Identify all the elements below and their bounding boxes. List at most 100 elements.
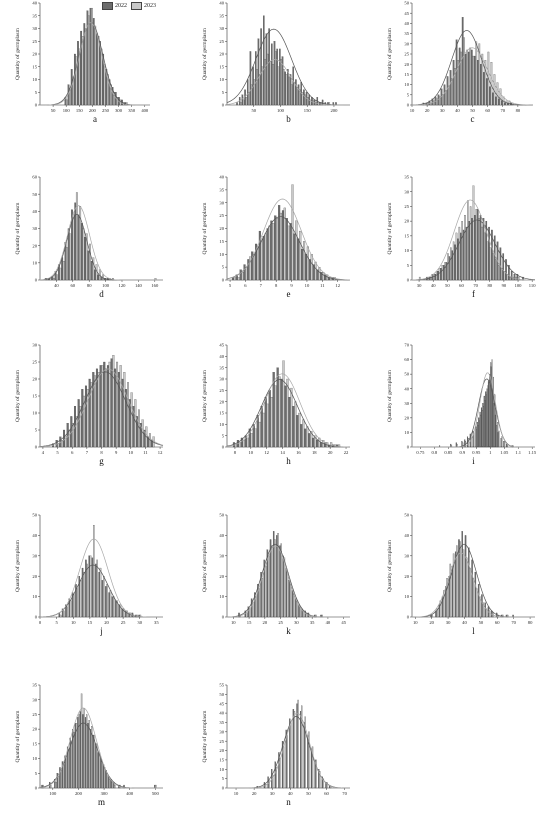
y-tick-label-i: 40: [404, 386, 409, 391]
x-tick-label-c: 70: [500, 108, 505, 113]
x-tick-label-k: 10: [231, 620, 236, 625]
x-tick-label-f: 50: [445, 283, 450, 288]
bar-2023-j: [119, 604, 122, 618]
bar-2023-m: [50, 784, 52, 789]
bar-2022-n: [292, 709, 295, 789]
bar-2023-g: [127, 382, 130, 448]
bar-2022-f: [508, 265, 510, 281]
bar-2022-a: [99, 41, 101, 106]
x-tick-label-g: 7: [86, 450, 89, 455]
y-tick-label-j: 40: [32, 533, 37, 538]
bar-2023-f: [483, 232, 486, 281]
bar-2023-j: [89, 555, 92, 618]
bar-2023-i: [473, 432, 475, 448]
bar-2022-f: [488, 226, 490, 281]
bar-2023-d: [66, 247, 68, 281]
bar-2022-f: [434, 273, 437, 281]
bar-2022-h: [280, 378, 283, 448]
bar-2022-n: [307, 735, 309, 789]
bar-2023-a: [72, 76, 75, 106]
x-tick-label-l: 40: [462, 620, 467, 625]
bar-2023-j: [86, 563, 88, 618]
y-tick-label-c: 50: [404, 1, 409, 6]
bar-2023-e: [233, 277, 236, 281]
bar-2023-a: [78, 48, 81, 106]
y-tick-label-b: 20: [219, 52, 224, 57]
bar-2023-h: [246, 437, 249, 448]
y-tick-label-e: 35: [219, 187, 224, 192]
panel-i: 0 10 20 30 40 50 60 70 0.75 0.8 0.85 0.9 0.95 1 1.05 1.…: [386, 343, 537, 466]
y-tick-label-f: 10: [404, 248, 409, 253]
x-tick-label-k: 25: [278, 620, 283, 625]
bar-2022-e: [289, 223, 292, 281]
y-axis-title-h: Quantity of germplasm: [201, 369, 208, 422]
bar-2023-j: [103, 576, 105, 618]
bar-2023-i: [467, 438, 469, 448]
bar-2022-j: [101, 580, 104, 618]
bar-2022-f: [482, 218, 485, 281]
bar-2022-j: [111, 596, 114, 618]
bar-2022-d: [87, 250, 90, 281]
bar-2023-f: [478, 218, 480, 281]
y-tick-label-a: 40: [32, 1, 37, 6]
bar-2023-b: [291, 84, 293, 106]
bar-2023-l: [459, 541, 461, 618]
bar-2023-b: [293, 81, 296, 106]
bar-2023-n: [290, 722, 292, 789]
x-tick-label-k: 40: [326, 620, 331, 625]
bar-2023-b: [285, 74, 288, 106]
bar-2022-h: [292, 406, 295, 448]
x-tick-label-g: 12: [158, 450, 163, 455]
bar-2023-g: [116, 361, 119, 448]
y-axis-title-g: Quantity of germplasm: [14, 369, 21, 422]
bar-2022-b: [279, 48, 281, 106]
legend-label-2023: 2023: [144, 3, 156, 9]
bar-2023-c: [451, 78, 453, 106]
bar-2023-e: [314, 261, 317, 281]
bar-2023-f: [452, 241, 455, 281]
bar-2023-g: [97, 372, 100, 448]
bar-2023-l: [431, 614, 433, 618]
x-tick-label-d: 160: [151, 283, 159, 288]
bar-2023-f: [500, 268, 503, 281]
x-tick-label-n: 20: [252, 791, 257, 796]
y-tick-label-k: 50: [219, 513, 224, 518]
bar-2023-e: [276, 218, 279, 281]
bar-2023-h: [310, 431, 313, 448]
y-tick-label-i: 20: [404, 415, 409, 420]
bar-2023-j: [66, 606, 68, 618]
bar-2022-b: [260, 28, 262, 106]
bar-2023-f: [467, 200, 469, 281]
bar-2023-j: [113, 596, 115, 618]
bar-2023-h: [266, 403, 269, 448]
bar-2023-h: [286, 378, 289, 448]
y-tick-label-n: 45: [219, 701, 224, 706]
x-tick-label-a: 300: [115, 108, 123, 113]
x-tick-label-a: 250: [102, 108, 110, 113]
y-tick-label-c: 45: [404, 11, 409, 16]
x-tick-label-i: 0.75: [416, 450, 425, 455]
bar-2022-a: [95, 33, 98, 106]
bar-2022-e: [293, 233, 296, 281]
bar-2023-c: [448, 86, 450, 106]
bar-2022-k: [288, 580, 291, 618]
bar-2022-n: [328, 786, 331, 789]
bar-2022-f: [443, 265, 445, 281]
panel-k: 0 10 20 30 40 50 10 15 20 25 30 35 40 45 Quantity of g…: [201, 513, 350, 636]
bar-2023-c: [463, 37, 466, 106]
bar-2022-f: [465, 226, 468, 281]
y-tick-label-j: 0: [35, 615, 38, 620]
bar-2023-k: [280, 543, 282, 618]
x-tick-label-b: 150: [304, 108, 312, 113]
bar-2022-f: [440, 268, 442, 281]
x-tick-label-l: 50: [479, 620, 484, 625]
x-tick-label-l: 30: [446, 620, 451, 625]
y-tick-label-h: 0: [222, 445, 225, 450]
x-tick-label-d: 140: [135, 283, 143, 288]
bar-2023-m: [62, 764, 65, 789]
curve-2023-l: [411, 552, 535, 618]
bar-2023-a: [91, 7, 93, 106]
bar-2022-n: [289, 718, 291, 789]
bar-2023-d: [62, 260, 65, 281]
bar-2022-c: [489, 86, 491, 106]
